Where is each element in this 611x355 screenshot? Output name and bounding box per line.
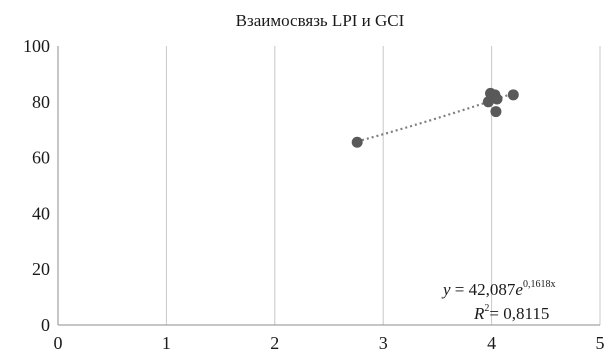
data-point xyxy=(507,89,519,101)
y-tick-label: 100 xyxy=(23,36,50,56)
y-tick-label: 20 xyxy=(32,259,50,279)
x-tick-label: 1 xyxy=(162,333,171,353)
data-point xyxy=(351,136,363,148)
trendline-formula: y = 42,087e0,1618x xyxy=(441,279,555,299)
x-tick-label: 2 xyxy=(270,333,279,353)
x-tick-label: 4 xyxy=(487,333,496,353)
trendline-equation: y = 42,087e0,1618x R2= 0,8115 xyxy=(441,279,555,323)
data-point xyxy=(490,106,502,118)
x-tick-label: 5 xyxy=(596,333,605,353)
data-points xyxy=(351,87,519,148)
x-tick-label: 3 xyxy=(379,333,388,353)
r-squared-label: R2= 0,8115 xyxy=(473,303,549,323)
y-tick-label: 60 xyxy=(32,148,50,168)
y-tick-label: 40 xyxy=(32,203,50,223)
tick-labels: 0 1 2 3 4 5 0 20 40 60 80 100 xyxy=(23,36,605,353)
x-tick-label: 0 xyxy=(54,333,63,353)
chart-title: Взаимосвязь LPI и GCI xyxy=(236,11,405,30)
y-tick-label: 80 xyxy=(32,92,50,112)
data-point xyxy=(491,93,503,105)
y-tick-label: 0 xyxy=(41,315,50,335)
